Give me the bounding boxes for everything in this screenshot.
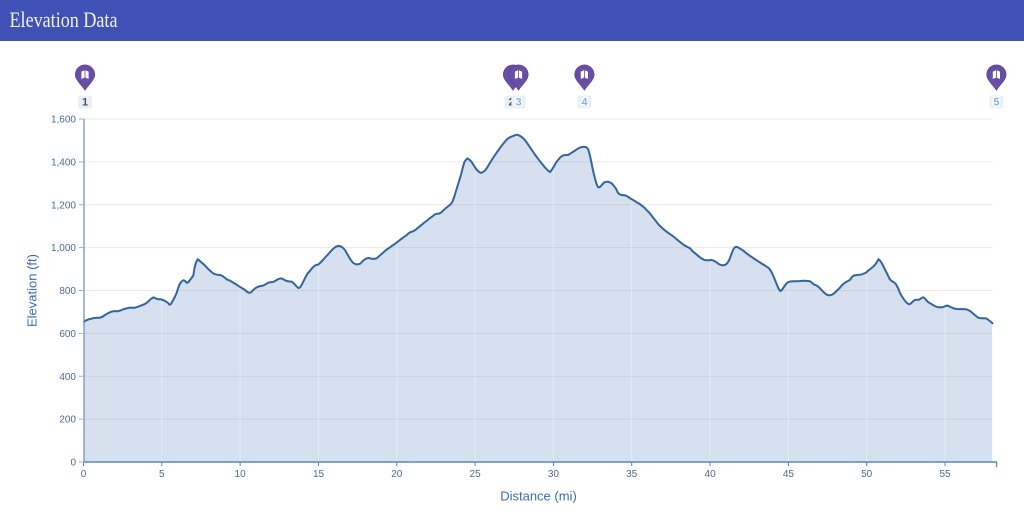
svg-text:20: 20 xyxy=(391,469,403,480)
svg-text:25: 25 xyxy=(470,469,482,480)
svg-text:35: 35 xyxy=(626,469,638,480)
svg-text:1: 1 xyxy=(82,97,88,109)
svg-text:50: 50 xyxy=(861,469,873,480)
svg-text:0: 0 xyxy=(81,469,87,480)
svg-text:10: 10 xyxy=(235,469,247,480)
svg-text:3: 3 xyxy=(515,97,521,109)
svg-text:Distance (mi): Distance (mi) xyxy=(500,489,577,504)
svg-text:200: 200 xyxy=(59,415,76,426)
svg-text:1,600: 1,600 xyxy=(51,115,76,126)
svg-text:1,400: 1,400 xyxy=(51,157,76,168)
svg-text:30: 30 xyxy=(548,469,560,480)
svg-text:55: 55 xyxy=(939,469,951,480)
svg-text:40: 40 xyxy=(705,469,717,480)
svg-text:600: 600 xyxy=(59,329,76,340)
svg-text:0: 0 xyxy=(70,458,76,469)
svg-text:15: 15 xyxy=(313,469,325,480)
svg-text:400: 400 xyxy=(59,372,76,383)
svg-text:1,000: 1,000 xyxy=(51,243,76,254)
svg-text:5: 5 xyxy=(159,469,165,480)
svg-text:800: 800 xyxy=(59,286,76,297)
svg-text:Elevation (ft): Elevation (ft) xyxy=(25,254,40,327)
svg-text:5: 5 xyxy=(993,97,999,109)
svg-text:Elevation Data: Elevation Data xyxy=(10,7,118,32)
svg-text:4: 4 xyxy=(581,97,588,109)
svg-text:1,200: 1,200 xyxy=(51,200,76,211)
svg-text:45: 45 xyxy=(783,469,795,480)
